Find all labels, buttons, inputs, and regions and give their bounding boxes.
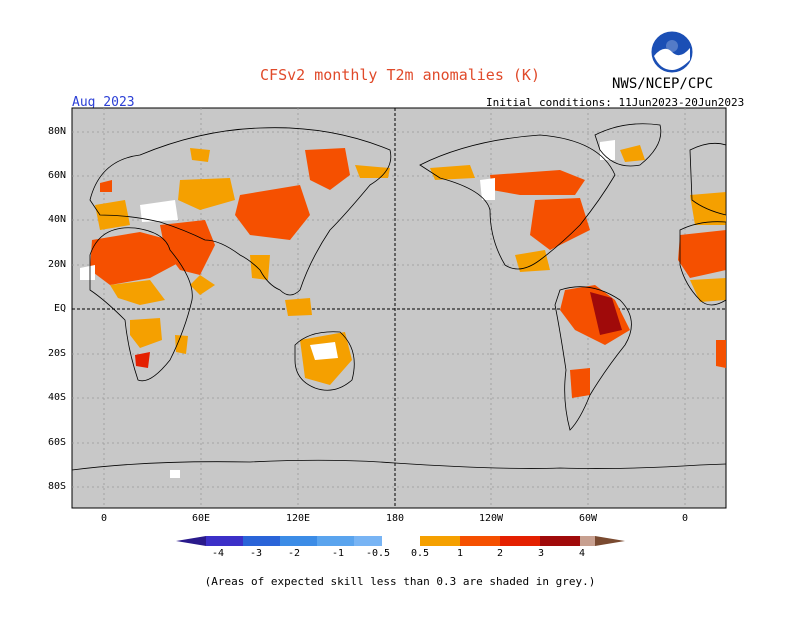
lat-label: EQ (54, 303, 67, 314)
noaa-logo-icon (650, 30, 694, 74)
lon-label: 120W (479, 513, 504, 524)
skill-footnote: (Areas of expected skill less than 0.3 a… (204, 575, 596, 588)
colorbar-label: 2 (497, 548, 504, 559)
colorbar-label: -0.5 (366, 548, 391, 559)
valid-month: Aug 2023 (72, 95, 135, 110)
map-frame (71, 107, 727, 509)
lat-label: 40S (48, 392, 67, 403)
initial-conditions: Initial conditions: 11Jun2023-20Jun2023 (486, 96, 745, 109)
colorbar (176, 536, 625, 546)
colorbar-label: -2 (288, 548, 301, 559)
lon-label: 0 (101, 513, 108, 524)
lat-label: 80S (48, 481, 67, 492)
lat-label: 40N (48, 214, 67, 225)
lon-label: 0 (682, 513, 689, 524)
colorbar-label: 0.5 (411, 548, 430, 559)
lon-label: 60W (579, 513, 598, 524)
anomaly-patches (80, 140, 726, 478)
lon-label: 120E (286, 513, 311, 524)
lon-label: 180 (386, 513, 405, 524)
map-title: CFSv2 monthly T2m anomalies (K) (260, 66, 540, 84)
colorbar-label: -4 (212, 548, 225, 559)
lon-label: 60E (192, 513, 211, 524)
colorbar-left-arrow (176, 536, 206, 546)
coastlines (71, 123, 727, 471)
lat-label: 20S (48, 348, 67, 359)
lat-label: 60N (48, 170, 67, 181)
agency-label: NWS/NCEP/CPC (612, 76, 714, 92)
colorbar-label: -3 (250, 548, 263, 559)
lat-label: 20N (48, 259, 67, 270)
colorbar-label: 4 (579, 548, 586, 559)
grid-lines (72, 108, 726, 508)
colorbar-label: -1 (332, 548, 345, 559)
lat-label: 80N (48, 126, 67, 137)
lat-label: 60S (48, 437, 67, 448)
colorbar-label: 3 (538, 548, 545, 559)
colorbar-label: 1 (457, 548, 464, 559)
colorbar-right-arrow (595, 536, 625, 546)
